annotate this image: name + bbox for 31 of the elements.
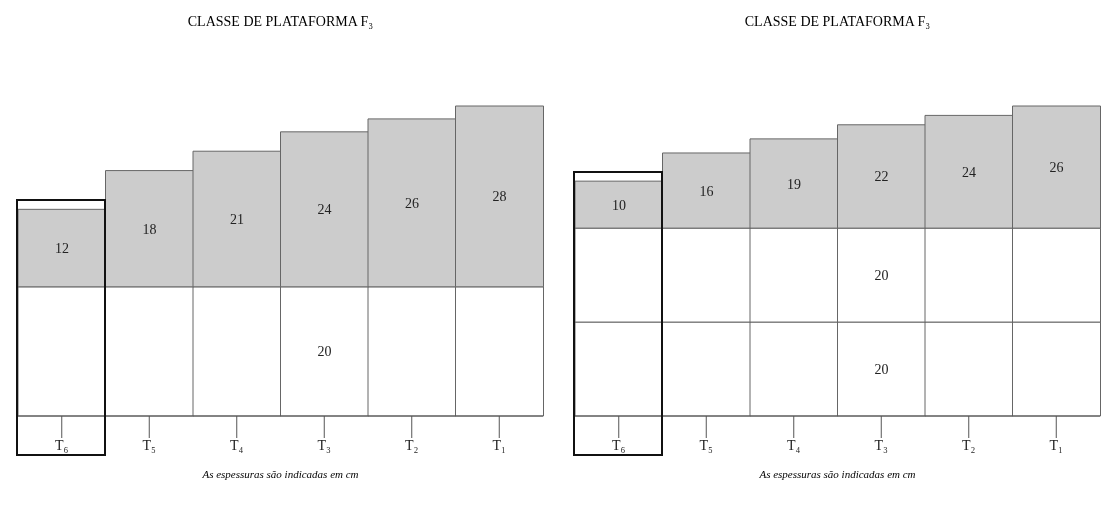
x-tick-label: T₁ <box>492 437 506 453</box>
data-label: 12 <box>55 241 69 257</box>
x-tick-label: T₂ <box>962 437 976 453</box>
x-tick-label: T₄ <box>230 437 244 453</box>
data-label: 24 <box>962 164 976 180</box>
text: As espessuras são indicadas em cm <box>758 468 917 480</box>
chart-title: CLASSE DE PLATAFORMA F₃ <box>743 14 932 31</box>
x-tick-label: T₆ <box>612 437 626 453</box>
data-label: 24 <box>317 202 332 218</box>
data-label: 28 <box>492 189 507 205</box>
chart-title: CLASSE DE PLATAFORMA F₃ <box>186 14 375 31</box>
x-tick-label: T₃ <box>317 437 332 453</box>
data-label: 18 <box>142 221 157 237</box>
data-label: 26 <box>405 195 419 211</box>
data-label: 10 <box>612 197 626 213</box>
data-label: 26 <box>1049 160 1064 176</box>
data-label: 22 <box>874 169 889 185</box>
x-tick-label: T₆ <box>55 437 69 453</box>
x-tick-label: T₃ <box>874 437 889 453</box>
x-tick-label: T₁ <box>1049 437 1063 453</box>
x-tick-label: T₄ <box>787 437 801 453</box>
data-label: 20 <box>874 362 889 378</box>
data-label: 19 <box>787 176 801 192</box>
data-label: 20 <box>317 344 332 360</box>
x-tick-label: T₂ <box>405 437 419 453</box>
text: As espessuras são indicadas em cm <box>201 468 360 480</box>
data-label: 20 <box>874 268 889 284</box>
x-tick-label: T₅ <box>142 437 157 453</box>
x-tick-label: T₅ <box>699 437 714 453</box>
data-label: 21 <box>230 212 244 228</box>
data-label: 16 <box>699 183 714 199</box>
